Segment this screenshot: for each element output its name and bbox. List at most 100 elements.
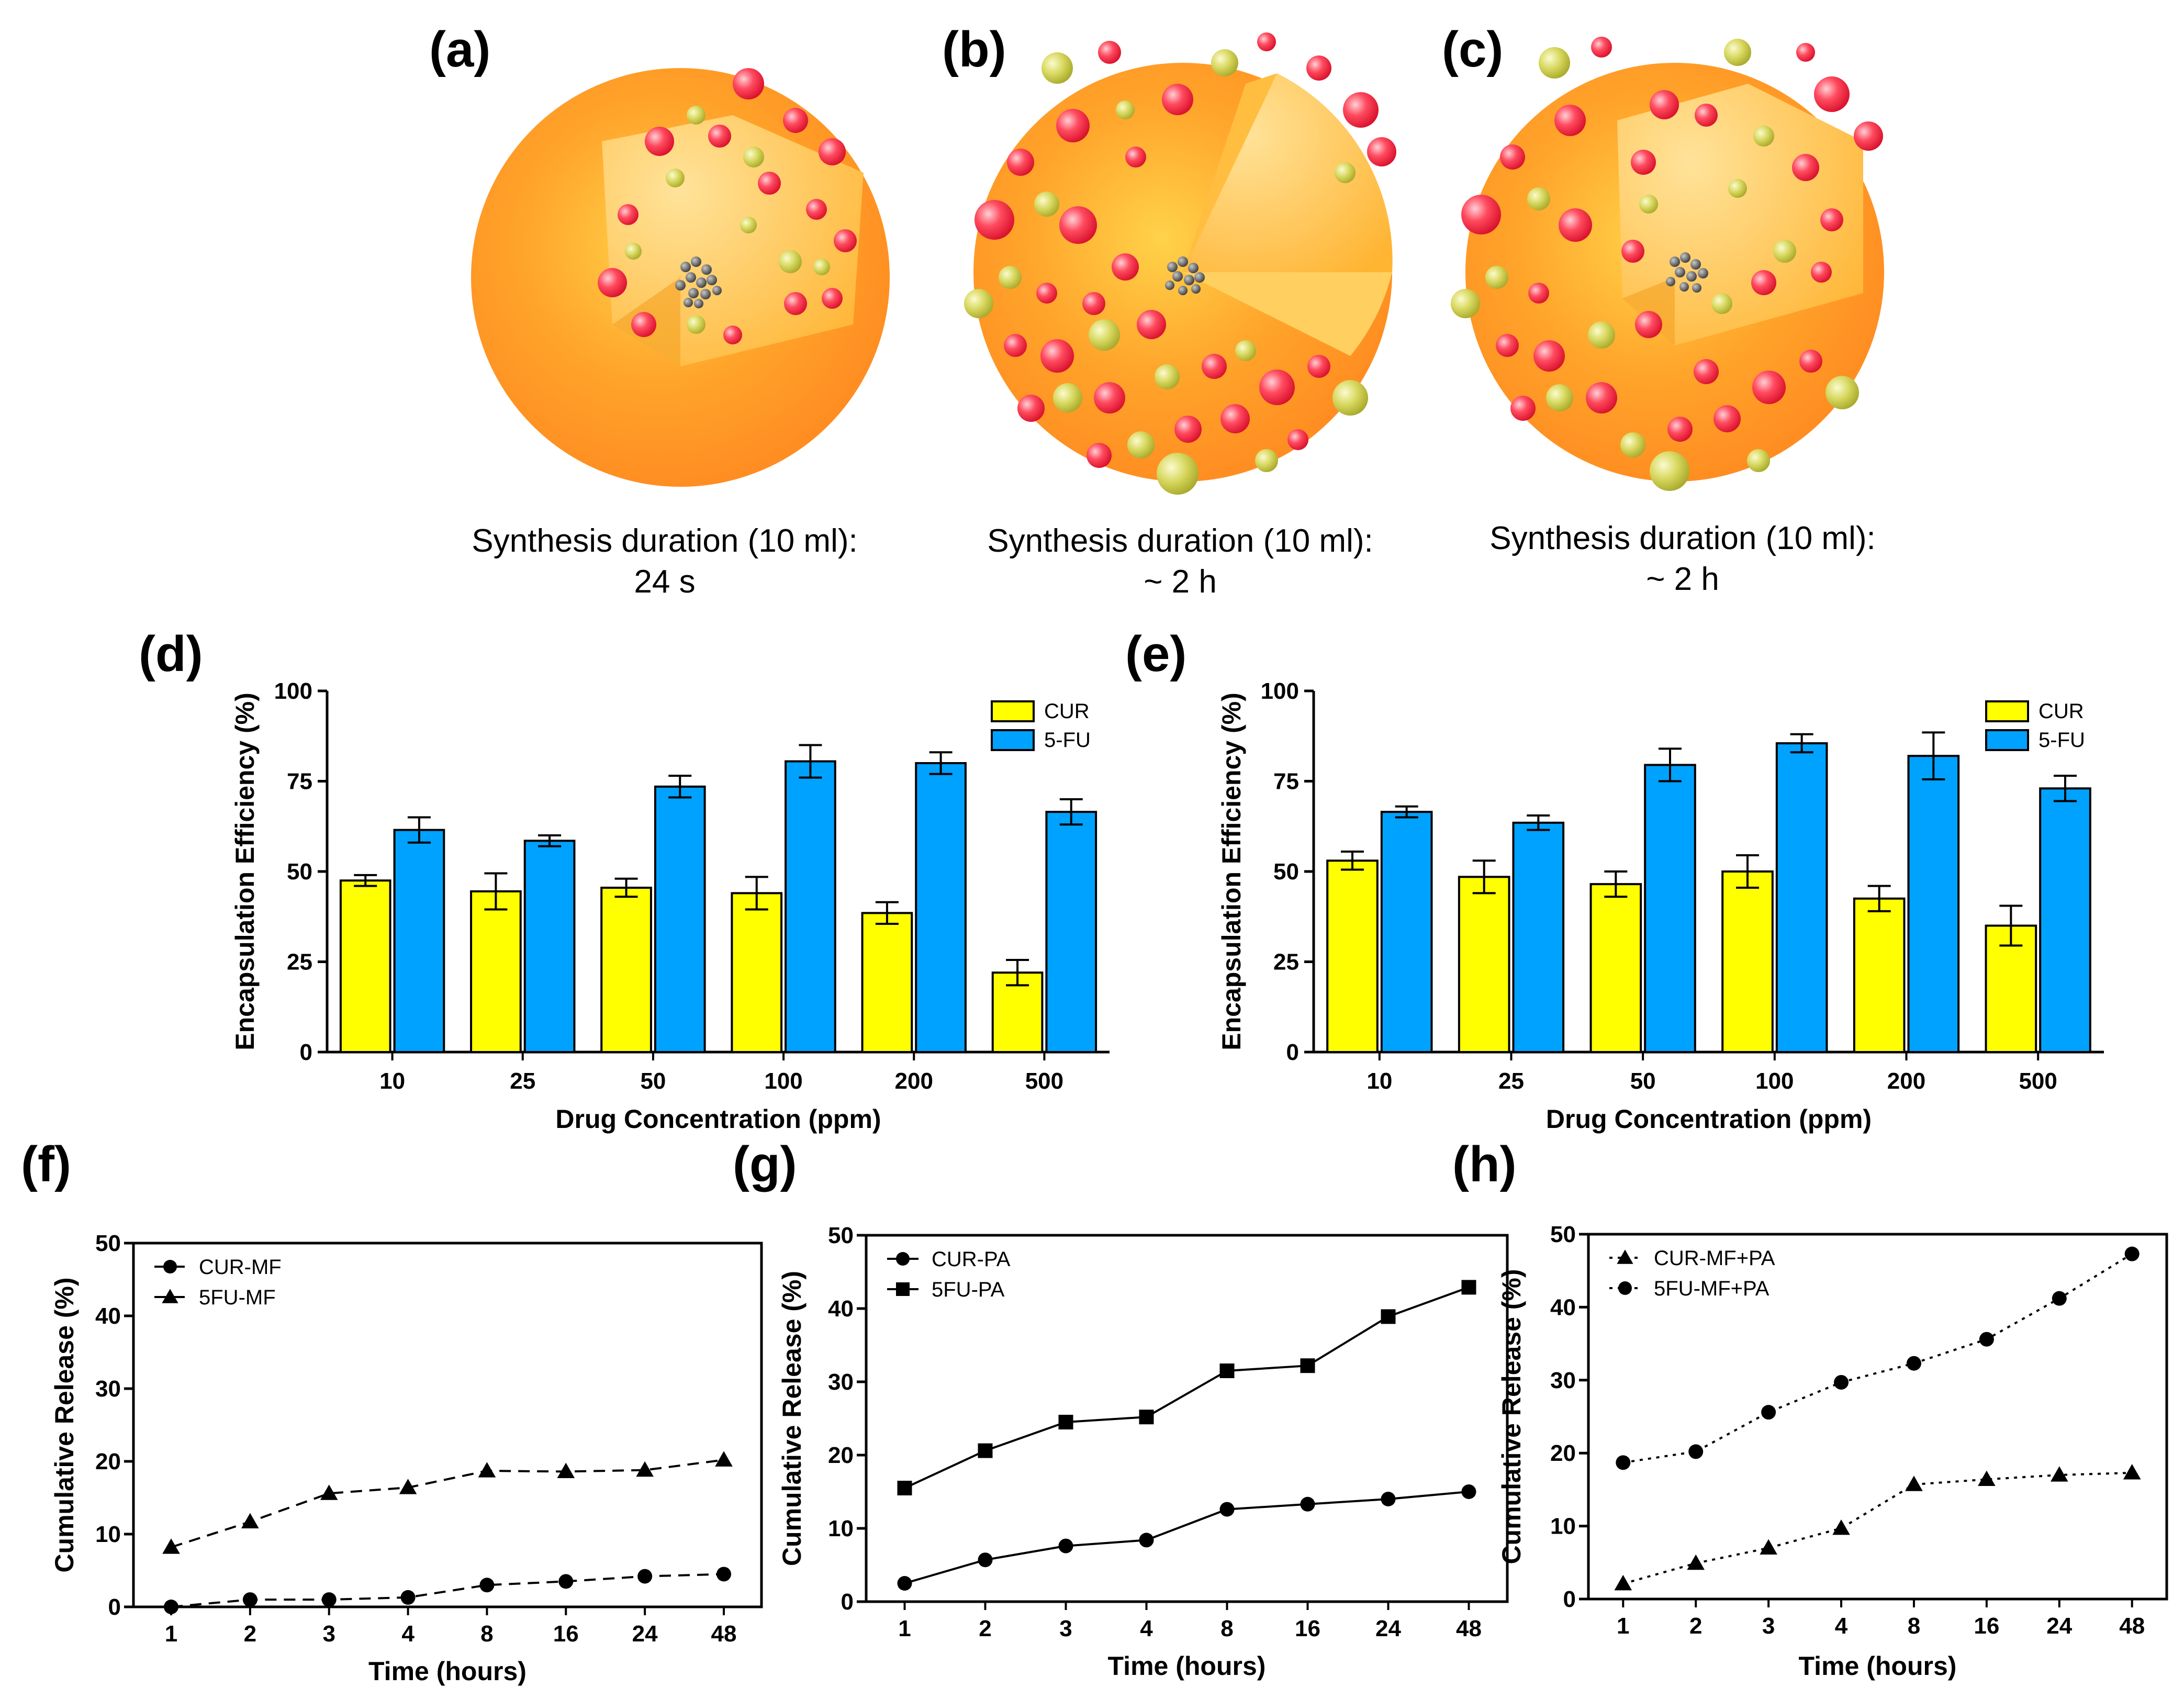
- bar-d-CUR-100: [731, 892, 783, 1054]
- x-tick-label-h-48: 48: [2119, 1613, 2145, 1639]
- x-axis-title-g: Time (hours): [1108, 1651, 1266, 1681]
- plot-frame-f: [132, 1242, 763, 1608]
- point-g-CUR-PA-2: [978, 1552, 993, 1568]
- x-tick-label-e-10: 10: [1367, 1068, 1392, 1094]
- point-f-CUR-MF-16: [558, 1574, 574, 1589]
- panel-label-g: (g): [733, 1136, 797, 1192]
- x-tick-label-h-16: 16: [1974, 1613, 1999, 1639]
- point-h-5FU-MF+PA-1: [1616, 1455, 1631, 1470]
- y-tick-label-d-4: 100: [274, 678, 312, 704]
- x-tick-label-h-3: 3: [1762, 1613, 1775, 1639]
- plot-frame-g: [865, 1234, 1509, 1603]
- x-tick-label-g-8: 8: [1220, 1616, 1233, 1641]
- legend-marker-h-5FU-MF+PA: [1618, 1281, 1632, 1295]
- x-axis-title-h: Time (hours): [1799, 1651, 1957, 1681]
- caption-b: Synthesis duration (10 ml): ~ 2 h: [945, 521, 1416, 602]
- point-g-CUR-PA-1: [897, 1576, 912, 1591]
- bar-d-5-FU-200: [915, 762, 967, 1053]
- point-g-5FU-PA-8: [1219, 1363, 1235, 1378]
- x-tick-label-f-4: 4: [401, 1621, 415, 1647]
- point-g-5FU-PA-3: [1058, 1415, 1073, 1429]
- point-f-5FU-MF-2: [241, 1513, 259, 1528]
- point-h-CUR-MF+PA-8: [1905, 1476, 1923, 1491]
- point-h-5FU-MF+PA-48: [2124, 1246, 2140, 1261]
- point-g-5FU-PA-2: [978, 1443, 993, 1458]
- legend-label-d-5-FU: 5-FU: [1044, 729, 1091, 752]
- x-axis-title-f: Time (hours): [368, 1657, 527, 1686]
- y-tick-label-g-0: 0: [841, 1589, 854, 1615]
- x-tick-label-g-1: 1: [898, 1616, 911, 1641]
- point-g-CUR-PA-8: [1219, 1502, 1235, 1517]
- point-g-5FU-PA-24: [1381, 1309, 1396, 1324]
- bar-e-5-FU-10: [1380, 811, 1433, 1054]
- x-tick-label-f-24: 24: [632, 1621, 658, 1647]
- point-f-5FU-MF-48: [715, 1451, 733, 1467]
- point-h-5FU-MF+PA-16: [1979, 1332, 1994, 1347]
- bar-e-CUR-50: [1589, 883, 1642, 1054]
- legend-label-g-CUR-PA: CUR-PA: [932, 1248, 1011, 1271]
- point-f-5FU-MF-4: [399, 1479, 417, 1494]
- point-f-5FU-MF-24: [636, 1461, 654, 1477]
- point-h-CUR-MF+PA-16: [1978, 1470, 1996, 1486]
- x-tick-label-g-16: 16: [1295, 1616, 1320, 1641]
- point-f-5FU-MF-16: [557, 1462, 575, 1479]
- x-tick-label-g-4: 4: [1140, 1616, 1153, 1641]
- legend-label-h-CUR-MF+PA: CUR-MF+PA: [1654, 1247, 1775, 1270]
- point-g-CUR-PA-24: [1381, 1492, 1396, 1506]
- bar-e-CUR-100: [1721, 870, 1774, 1053]
- point-h-5FU-MF+PA-2: [1688, 1444, 1704, 1459]
- point-h-CUR-MF+PA-4: [1832, 1519, 1850, 1535]
- point-h-CUR-MF+PA-2: [1687, 1554, 1705, 1570]
- x-tick-label-h-1: 1: [1617, 1613, 1629, 1639]
- bar-d-CUR-50: [600, 887, 652, 1054]
- bar-e-5-FU-200: [1907, 755, 1960, 1053]
- point-g-CUR-PA-3: [1058, 1538, 1073, 1553]
- x-axis-title-d: Drug Concentration (ppm): [555, 1104, 881, 1134]
- x-tick-label-g-2: 2: [979, 1616, 991, 1641]
- x-tick-label-e-500: 500: [2019, 1068, 2057, 1094]
- x-tick-label-e-25: 25: [1498, 1068, 1524, 1094]
- x-tick-label-e-200: 200: [1887, 1068, 1925, 1094]
- series-line-f-CUR-MF: [171, 1573, 724, 1608]
- caption-a-line2: 24 s: [634, 564, 696, 600]
- bar-d-5-FU-500: [1045, 811, 1097, 1054]
- bar-e-CUR-10: [1326, 859, 1379, 1054]
- legend-label-f-CUR-MF: CUR-MF: [199, 1256, 282, 1279]
- y-tick-label-d-2: 50: [287, 859, 312, 885]
- chart-e: 0 25 50 75 100 Encapsulation Efficiency (%) Dr…: [1217, 678, 2104, 1134]
- legend-marker-f-5FU-MF: [162, 1289, 178, 1303]
- panel-label-b: (b): [942, 21, 1006, 77]
- y-tick-label-f-3: 30: [95, 1376, 121, 1402]
- point-h-5FU-MF+PA-3: [1761, 1405, 1776, 1420]
- y-tick-label-g-5: 50: [828, 1223, 854, 1248]
- point-h-CUR-MF+PA-1: [1614, 1574, 1632, 1591]
- point-g-5FU-PA-16: [1300, 1358, 1315, 1373]
- caption-c-line2: ~ 2 h: [1646, 561, 1719, 597]
- chart-f: 0 10 20 30 40 50 Cumulative Release (%) Time (h…: [50, 1231, 763, 1686]
- point-g-CUR-PA-48: [1461, 1484, 1476, 1499]
- point-g-5FU-PA-1: [897, 1481, 912, 1495]
- point-g-5FU-PA-4: [1139, 1410, 1154, 1425]
- y-tick-label-e-4: 100: [1261, 678, 1299, 704]
- y-tick-label-h-4: 40: [1550, 1294, 1576, 1320]
- point-h-CUR-MF+PA-48: [2123, 1464, 2141, 1480]
- caption-a-line1: Synthesis duration (10 ml):: [472, 523, 858, 559]
- point-f-CUR-MF-2: [242, 1592, 257, 1607]
- y-tick-label-h-2: 20: [1550, 1440, 1576, 1466]
- legend-label-f-5FU-MF: 5FU-MF: [199, 1286, 276, 1309]
- point-f-CUR-MF-1: [164, 1600, 178, 1614]
- y-tick-label-d-1: 25: [287, 949, 312, 975]
- x-tick-label-f-1: 1: [165, 1621, 177, 1647]
- legend-swatch-d-5-FU: [991, 729, 1035, 751]
- point-g-CUR-PA-16: [1300, 1496, 1315, 1512]
- caption-b-line1: Synthesis duration (10 ml):: [987, 523, 1373, 559]
- x-tick-label-d-10: 10: [379, 1068, 405, 1094]
- x-tick-label-e-100: 100: [1755, 1068, 1794, 1094]
- point-f-5FU-MF-1: [162, 1538, 180, 1554]
- sphere-illustration-a: [471, 68, 890, 487]
- legend-marker-g-5FU-PA: [896, 1282, 910, 1296]
- panel-label-f: (f): [21, 1136, 71, 1192]
- point-f-5FU-MF-3: [320, 1484, 338, 1500]
- y-tick-label-h-3: 30: [1550, 1368, 1576, 1393]
- x-tick-label-h-4: 4: [1835, 1613, 1848, 1639]
